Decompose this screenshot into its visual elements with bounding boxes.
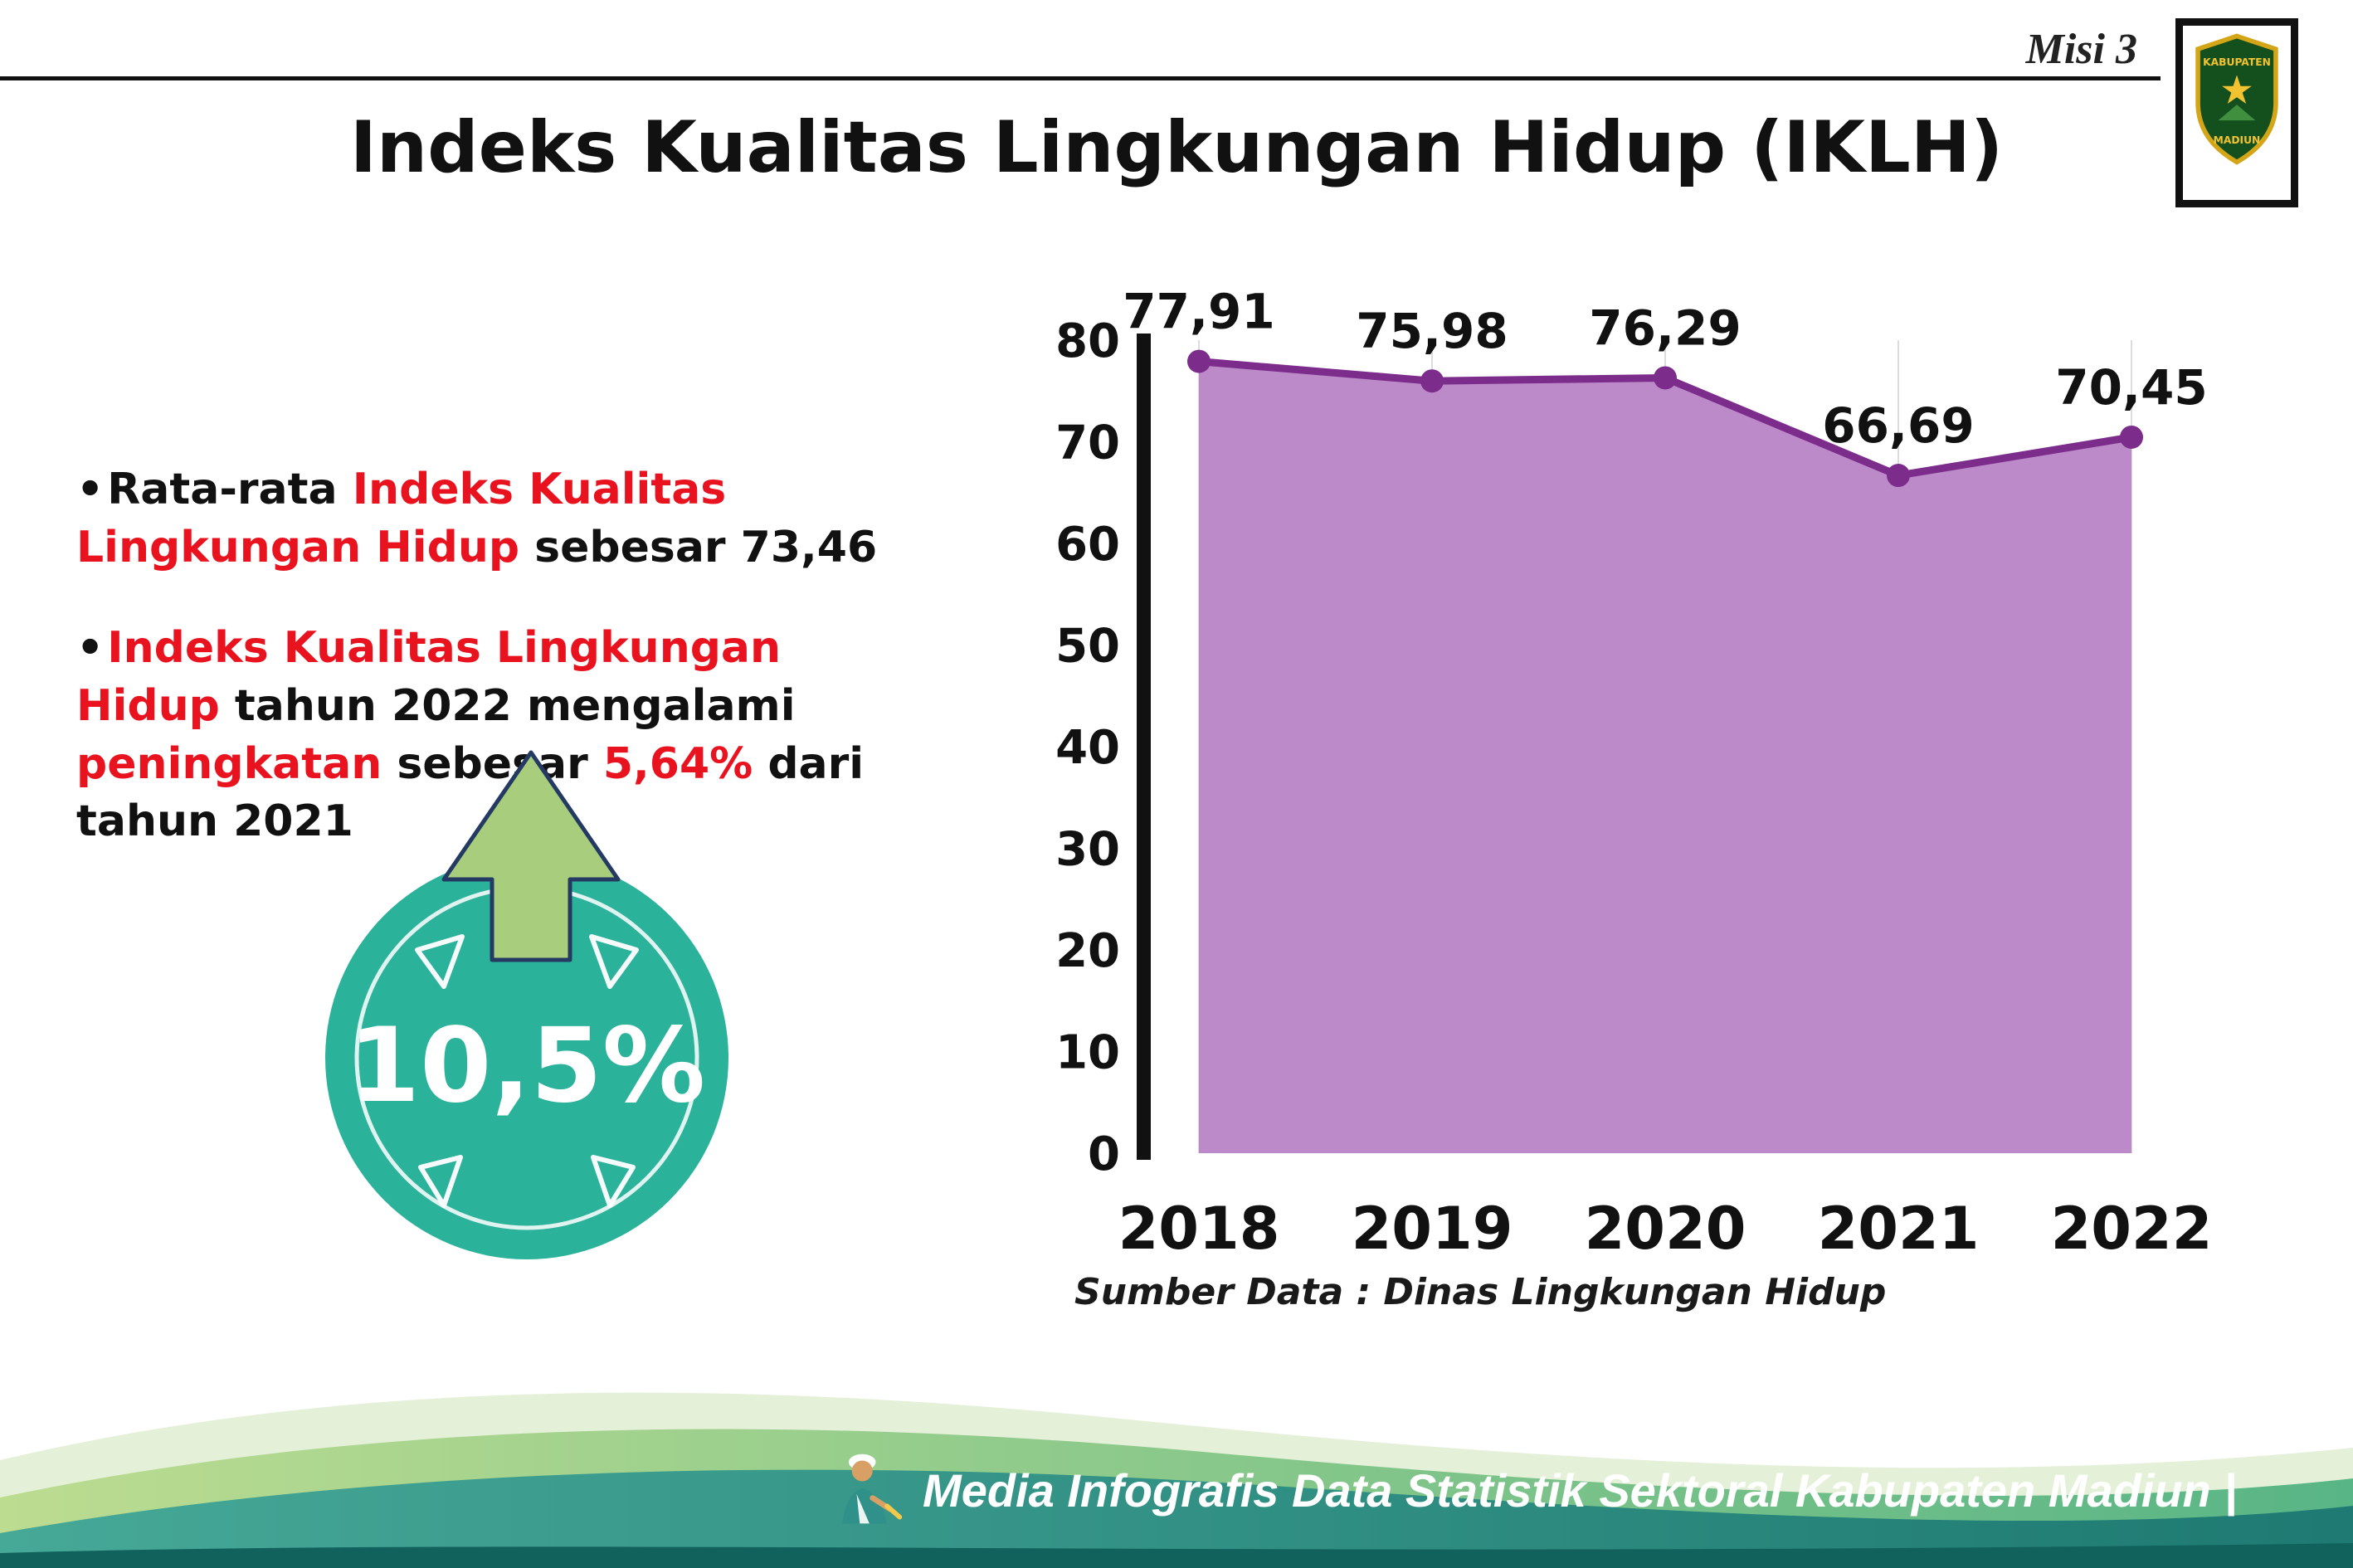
footer-content: Media Infografis Data Statistik Sektoral… xyxy=(826,1450,2237,1530)
y-tick-label: 80 xyxy=(1055,314,1120,368)
crest-star-icon xyxy=(2222,75,2252,105)
x-tick-label: 2022 xyxy=(2051,1195,2213,1263)
badge-value: 10,5% xyxy=(348,1006,705,1126)
data-point xyxy=(1420,369,1444,393)
badge-ornament-triangle xyxy=(589,934,639,989)
footer-caption: Media Infografis Data Statistik Sektoral… xyxy=(923,1463,2237,1517)
mascot-face xyxy=(851,1460,873,1482)
bullet-increase-2022: •Indeks Kualitas Lingkungan Hidup tahun … xyxy=(76,620,931,851)
data-label: 66,69 xyxy=(1822,397,1974,454)
text-segment: Rata-rata xyxy=(107,465,353,514)
text-segment-emphasis: peningkatan xyxy=(76,738,382,789)
x-tick-label: 2018 xyxy=(1118,1195,1280,1263)
crest-mountain-icon xyxy=(2218,105,2256,121)
text-segment-emphasis: Indeks Kualitas Lingkungan Hidup xyxy=(76,465,727,572)
increase-arrow-icon xyxy=(441,750,621,962)
bullet-marker: • xyxy=(76,623,105,674)
y-axis xyxy=(1137,334,1151,1160)
x-tick-label: 2019 xyxy=(1352,1195,1513,1263)
data-point xyxy=(1654,366,1677,390)
crest-shield xyxy=(2195,33,2278,165)
increase-badge: 10,5% xyxy=(325,750,728,1259)
chart-source: Sumber Data : Dinas Lingkungan Hidup xyxy=(1074,1271,1887,1313)
text-segment: dari tahun 2021 xyxy=(76,738,865,847)
text-segment: sebesar xyxy=(382,738,603,789)
summary-bullets: •Rata-rata Indeks Kualitas Lingkungan Hi… xyxy=(76,461,931,894)
y-tick-label: 20 xyxy=(1055,924,1120,978)
crest-icon: KABUPATEN MADIUN xyxy=(2195,33,2278,165)
badge-ornament-triangle xyxy=(591,1155,636,1208)
data-point xyxy=(1887,464,1910,488)
header-rule xyxy=(0,76,2161,80)
crest-line2: MADIUN xyxy=(2214,134,2261,146)
y-tick-label: 40 xyxy=(1055,721,1120,775)
footer-waves xyxy=(0,1392,2353,1568)
y-tick-label: 10 xyxy=(1055,1026,1120,1080)
x-tick-label: 2021 xyxy=(1818,1195,1980,1263)
y-tick-label: 0 xyxy=(1088,1127,1120,1181)
bullet-marker: • xyxy=(76,465,105,514)
text-segment: sebesar 73,46 xyxy=(519,522,878,572)
chart-canvas: 77,91 75,98 76,29 66,69 70,45 0 10 20 30 40 50 60 70… xyxy=(1055,284,2213,1263)
data-point xyxy=(2120,425,2143,449)
crest-line1: KABUPATEN xyxy=(2203,56,2271,68)
y-tick-label: 60 xyxy=(1055,518,1120,572)
misi-label: Misi 3 xyxy=(2025,26,2137,73)
data-label: 76,29 xyxy=(1589,299,1741,356)
page-title: Indeks Kualitas Lingkungan Hidup (IKLH) xyxy=(349,106,2004,189)
data-point xyxy=(1187,349,1211,373)
mascot-pencil-icon xyxy=(884,1503,903,1520)
area-fill xyxy=(1199,361,2131,1153)
y-tick-label: 50 xyxy=(1055,620,1120,674)
y-tick-label: 70 xyxy=(1055,416,1120,470)
kabupaten-madiun-logo: KABUPATEN MADIUN xyxy=(2175,18,2298,207)
data-label: 77,91 xyxy=(1123,290,1274,340)
footer-wave-teal xyxy=(0,1469,2353,1568)
y-tick-label: 30 xyxy=(1055,823,1120,877)
text-segment-emphasis: Indeks Kualitas Lingkungan Hidup xyxy=(76,623,782,732)
badge-ornament-triangle xyxy=(418,1155,463,1208)
footer-wave-dark xyxy=(0,1543,2353,1568)
bullet-average-iklh: •Rata-rata Indeks Kualitas Lingkungan Hi… xyxy=(76,461,931,577)
badge-ornament-triangle xyxy=(415,934,465,989)
mascot-icon xyxy=(842,1454,903,1524)
iklh-area-chart: 77,91 75,98 76,29 66,69 70,45 0 10 20 30 40 50 60 70… xyxy=(1021,284,2224,1303)
data-label: 75,98 xyxy=(1356,303,1508,359)
data-label: 70,45 xyxy=(2055,359,2207,416)
badge-circle xyxy=(325,856,728,1259)
x-tick-label: 2020 xyxy=(1585,1195,1746,1263)
text-segment-emphasis: 5,64% xyxy=(602,738,753,789)
text-segment: tahun 2022 mengalami xyxy=(219,681,796,732)
